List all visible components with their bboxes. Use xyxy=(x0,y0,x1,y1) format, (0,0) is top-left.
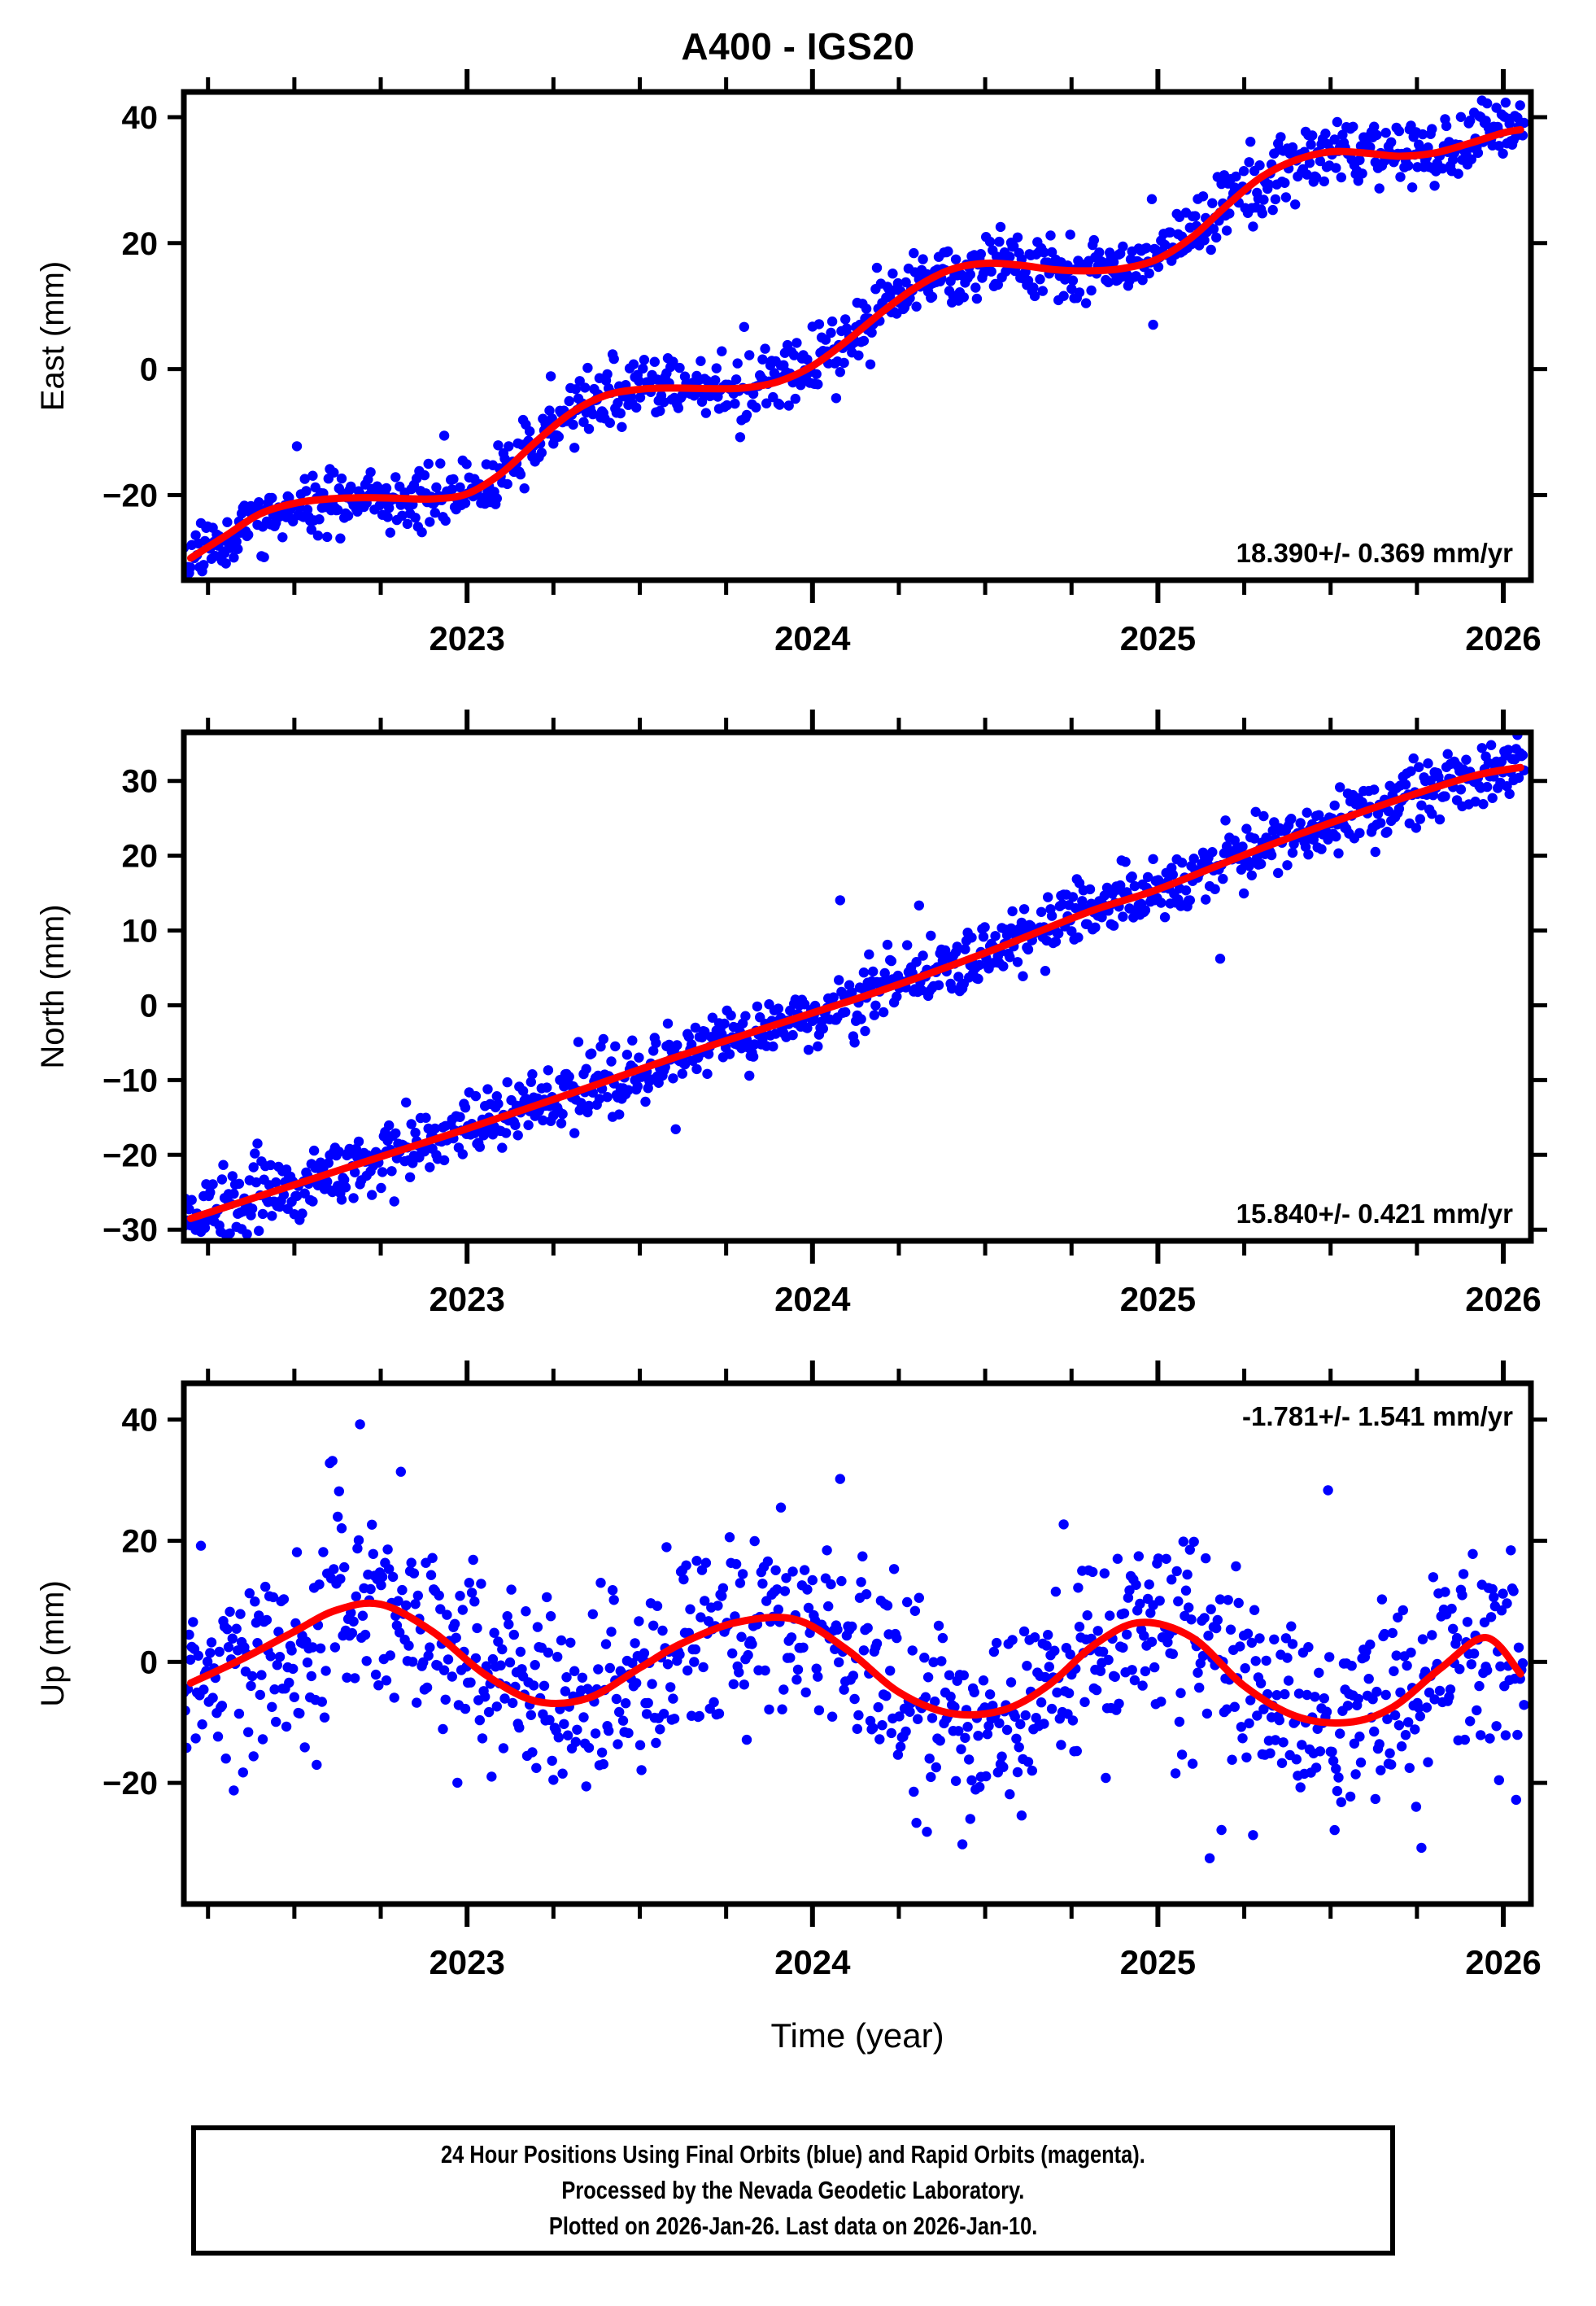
y-tick-label: −10 xyxy=(102,1063,158,1098)
y-tick-label: 20 xyxy=(122,839,159,875)
caption-box: 24 Hour Positions Using Final Orbits (bl… xyxy=(191,2125,1395,2256)
data-points xyxy=(184,1419,1529,1863)
plot-frame xyxy=(181,729,1534,1244)
y-tick-label: −20 xyxy=(102,1766,158,1802)
x-tick-label: 2024 xyxy=(774,1943,851,1981)
x-tick-label: 2025 xyxy=(1120,1943,1196,1981)
y-axis-label: East (mm) xyxy=(35,261,71,411)
x-tick-label: 2023 xyxy=(429,1943,504,1981)
y-tick-label: 40 xyxy=(122,100,159,136)
caption-line-3: Plotted on 2026-Jan-26. Last data on 202… xyxy=(548,2212,1038,2240)
panel-up: −20 0 20 40 Up (mm) 2023 2024 2025 2026 -1.781+/-… xyxy=(35,1360,1547,2055)
y-tick-label: −20 xyxy=(102,478,158,513)
x-tick-label: 2026 xyxy=(1465,1943,1541,1981)
caption-line-1: 24 Hour Positions Using Final Orbits (bl… xyxy=(441,2139,1145,2168)
x-tick-label: 2025 xyxy=(1120,1280,1196,1318)
x-axis-label: Time (year) xyxy=(770,2016,944,2055)
panel-east: −20 0 20 40 East (mm) 2023 2024 2025 2026 18.390+… xyxy=(35,69,1547,657)
y-tick-label: −30 xyxy=(102,1212,158,1248)
y-tick-label: 0 xyxy=(140,352,158,388)
rate-annotation: 15.840+/- 0.421 mm/yr xyxy=(1236,1199,1513,1229)
trend-line xyxy=(186,1599,1524,1727)
x-tick-label: 2024 xyxy=(774,619,851,657)
trend-line xyxy=(186,125,1524,562)
y-tick-label: 20 xyxy=(122,226,159,262)
x-tick-label: 2023 xyxy=(429,1280,504,1318)
caption-line-2: Processed by the Nevada Geodetic Laborat… xyxy=(561,2175,1025,2204)
y-tick-label: 20 xyxy=(122,1523,159,1559)
x-tick-label: 2026 xyxy=(1465,1280,1541,1318)
y-tick-label: 30 xyxy=(122,764,159,800)
y-axis-label: Up (mm) xyxy=(35,1580,71,1707)
y-axis-label: North (mm) xyxy=(35,904,71,1068)
plot-frame xyxy=(181,89,1534,583)
y-tick-label: 0 xyxy=(140,988,158,1024)
y-tick-label: 0 xyxy=(140,1644,158,1680)
y-tick-label: 40 xyxy=(122,1403,159,1439)
y-tick-label: 10 xyxy=(122,914,159,950)
rate-annotation: -1.781+/- 1.541 mm/yr xyxy=(1242,1401,1513,1431)
trend-line xyxy=(186,763,1524,1222)
x-tick-label: 2026 xyxy=(1465,619,1541,657)
x-tick-label: 2023 xyxy=(429,619,504,657)
x-tick-label: 2024 xyxy=(774,1280,851,1318)
page-title: A400 - IGS20 xyxy=(681,25,915,68)
rate-annotation: 18.390+/- 0.369 mm/yr xyxy=(1236,538,1513,568)
x-tick-label: 2025 xyxy=(1120,619,1196,657)
panel-north: −30 −20 −10 0 10 20 30 North (mm) 2023 2024 2025 20… xyxy=(35,710,1547,1318)
plot-frame xyxy=(181,1380,1534,1907)
y-tick-label: −20 xyxy=(102,1138,158,1173)
data-points xyxy=(184,732,1529,1240)
